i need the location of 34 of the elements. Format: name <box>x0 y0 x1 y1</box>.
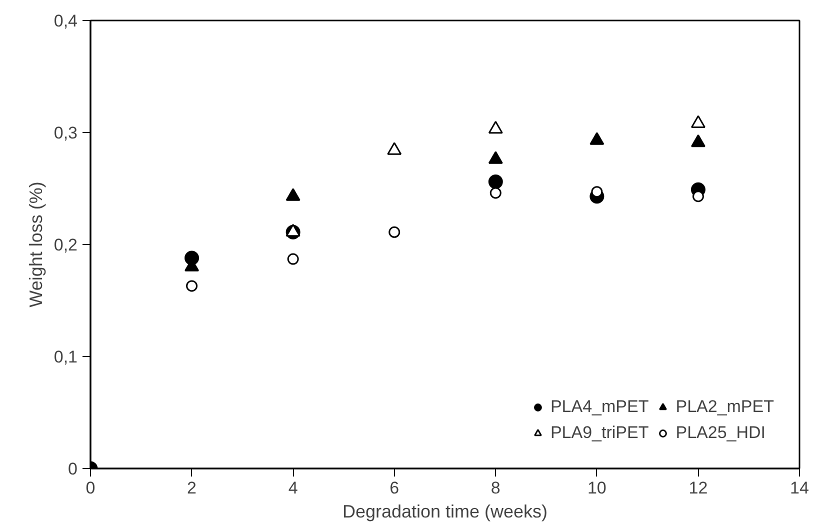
x-tick-label: 12 <box>688 478 708 498</box>
legend-label: PLA4_mPET <box>550 397 649 417</box>
y-tick-label: 0,2 <box>54 236 78 254</box>
point <box>488 120 503 134</box>
x-axis-title: Degradation time (weeks) <box>342 502 548 522</box>
y-tick-label: 0,3 <box>54 124 78 142</box>
point <box>690 115 706 128</box>
point <box>488 151 503 164</box>
point <box>692 190 704 202</box>
y-tick-label: 0,1 <box>54 348 78 366</box>
y-tick-label: 0,4 <box>54 12 78 30</box>
legend-label: PLA9_triPET <box>550 423 649 443</box>
point <box>591 186 603 198</box>
point <box>488 174 503 190</box>
point <box>387 142 402 155</box>
point <box>286 188 300 201</box>
point <box>186 280 198 292</box>
point <box>388 226 400 238</box>
point <box>184 250 200 266</box>
point <box>590 132 604 145</box>
point <box>690 134 706 148</box>
y-axis-title: Weight loss (%) <box>26 182 46 308</box>
x-tick-label: 4 <box>288 478 298 498</box>
x-tick-label: 6 <box>390 478 400 498</box>
point <box>490 187 502 199</box>
x-tick-label: 2 <box>187 478 197 498</box>
point <box>287 253 299 265</box>
x-tick-label: 0 <box>86 478 96 498</box>
legend-label: PLA2_mPET <box>676 397 774 417</box>
legend-label: PLA25_HDI <box>676 423 766 443</box>
y-tick-label: 0 <box>68 460 78 478</box>
x-tick-label: 14 <box>790 478 809 498</box>
x-tick-label: 8 <box>490 478 500 498</box>
x-tick-label: 10 <box>587 478 606 498</box>
